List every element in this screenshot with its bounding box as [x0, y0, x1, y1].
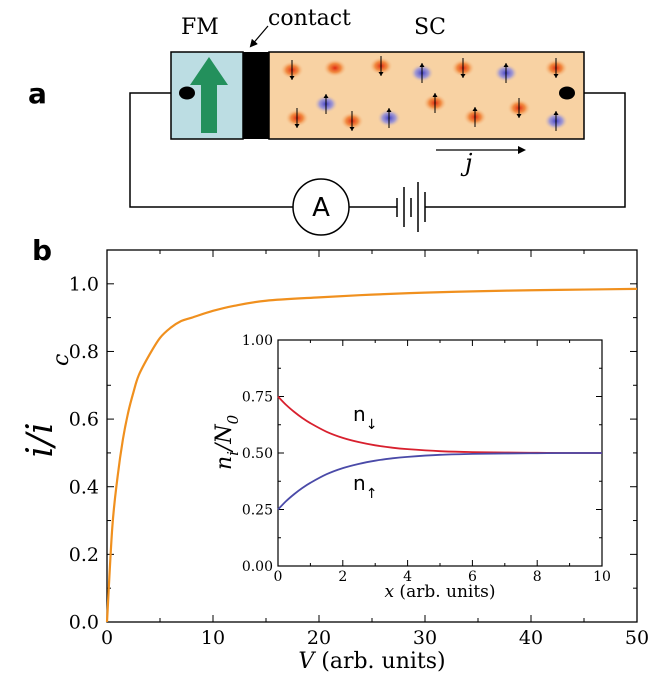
spin-arrowhead-icon: [553, 74, 559, 78]
y-tick-label: 0.25: [242, 502, 273, 518]
main-x-axis-label: V (arb. units): [298, 649, 445, 674]
magnetization-arrow-icon: [190, 57, 228, 133]
spin-arrowhead-icon: [378, 72, 384, 76]
y-tick-label: 1.00: [242, 333, 273, 349]
battery-icon: [396, 182, 426, 232]
x-tick-label: 50: [625, 627, 649, 649]
inset-series: [277, 395, 603, 511]
n-up-label: n↑: [353, 471, 377, 502]
main-y-axis-label: i/i: [20, 422, 61, 457]
contact-pointer-arrow: [249, 25, 269, 48]
series-line-1: [277, 452, 603, 511]
x-tick-label: 0: [274, 569, 283, 585]
current-label: j: [460, 149, 473, 177]
series-line-0: [105, 287, 638, 623]
y-tick-label: 0.00: [242, 559, 273, 575]
main-series: [105, 287, 638, 623]
inset-x-axis-label: x (arb. units): [384, 582, 495, 602]
main-ticks: 0 10 20 30 40 500.00.20.40.60.81.0: [69, 249, 649, 649]
spin-arrowhead-icon: [472, 107, 478, 111]
left-electrode: [179, 86, 195, 100]
spin-arrowhead-icon: [289, 76, 295, 80]
spin-down-carrier: [323, 59, 347, 77]
contact-label: contact: [268, 6, 351, 31]
spin-arrowhead-icon: [349, 127, 355, 131]
x-tick-label: 2: [338, 569, 347, 585]
x-tick-label: 10: [201, 627, 225, 649]
x-tick-label: 10: [593, 569, 611, 585]
inset-y-axis-label: ni/N0: [212, 414, 242, 470]
x-tick-label: 30: [413, 627, 437, 649]
y-tick-label: 0.6: [69, 409, 99, 431]
x-tick-label: 40: [519, 627, 543, 649]
spin-arrowhead-icon: [294, 124, 300, 128]
right-electrode: [559, 86, 575, 100]
x-tick-label: 20: [307, 627, 331, 649]
main-plot: 0 10 20 30 40 500.00.20.40.60.81.0 i/i c V (a…: [20, 249, 649, 674]
circuit-wire-left: [129, 92, 293, 208]
spin-arrowhead-icon: [553, 111, 559, 115]
fm-label: FM: [181, 15, 219, 40]
y-tick-label: 0.2: [69, 544, 99, 566]
ammeter-label: A: [312, 193, 330, 223]
carriers: [280, 56, 568, 131]
y-tick-label: 0.75: [242, 389, 273, 405]
main-y-axis-label-subscript: c: [49, 354, 74, 366]
y-tick-label: 0.50: [242, 446, 273, 462]
spin-arrowhead-icon: [503, 63, 509, 67]
panel-b: b 0 10 20 30 40 500.00.20.40.60.81.0 i/i c V …: [20, 234, 649, 674]
spin-arrowhead-icon: [432, 93, 438, 97]
x-tick-label: 0: [101, 627, 113, 649]
y-tick-label: 0.8: [69, 341, 99, 363]
spin-arrowhead-icon: [460, 74, 466, 78]
contact-region: [243, 52, 269, 139]
y-tick-label: 1.0: [69, 273, 99, 295]
n-down-label: n↓: [353, 402, 377, 433]
circuit-wire-right: [425, 92, 626, 208]
sc-label: SC: [414, 15, 446, 40]
y-tick-label: 0.4: [69, 476, 99, 498]
spin-arrowhead-icon: [419, 63, 425, 67]
panel-b-label: b: [32, 234, 52, 267]
x-tick-label: 8: [533, 569, 542, 585]
x-tick-label: 4: [403, 569, 412, 585]
panel-a-label: a: [28, 77, 47, 110]
spin-arrowhead-icon: [386, 108, 392, 112]
spin-arrowhead-icon: [516, 114, 522, 118]
spin-arrowhead-icon: [323, 94, 329, 98]
y-tick-label: 0.0: [69, 612, 99, 634]
inset-ticks: 0 2 4 6 8 10 0.00 0.25 0.50 0.75 1.00: [242, 333, 611, 585]
inset-plot: 0 2 4 6 8 100.000.250.500.751.00 n↓ n↑ ni/N0 …: [212, 333, 611, 602]
panel-a: a FM contact SC j A: [28, 6, 626, 236]
ammeter-icon: [292, 178, 350, 236]
x-tick-label: 6: [468, 569, 477, 585]
